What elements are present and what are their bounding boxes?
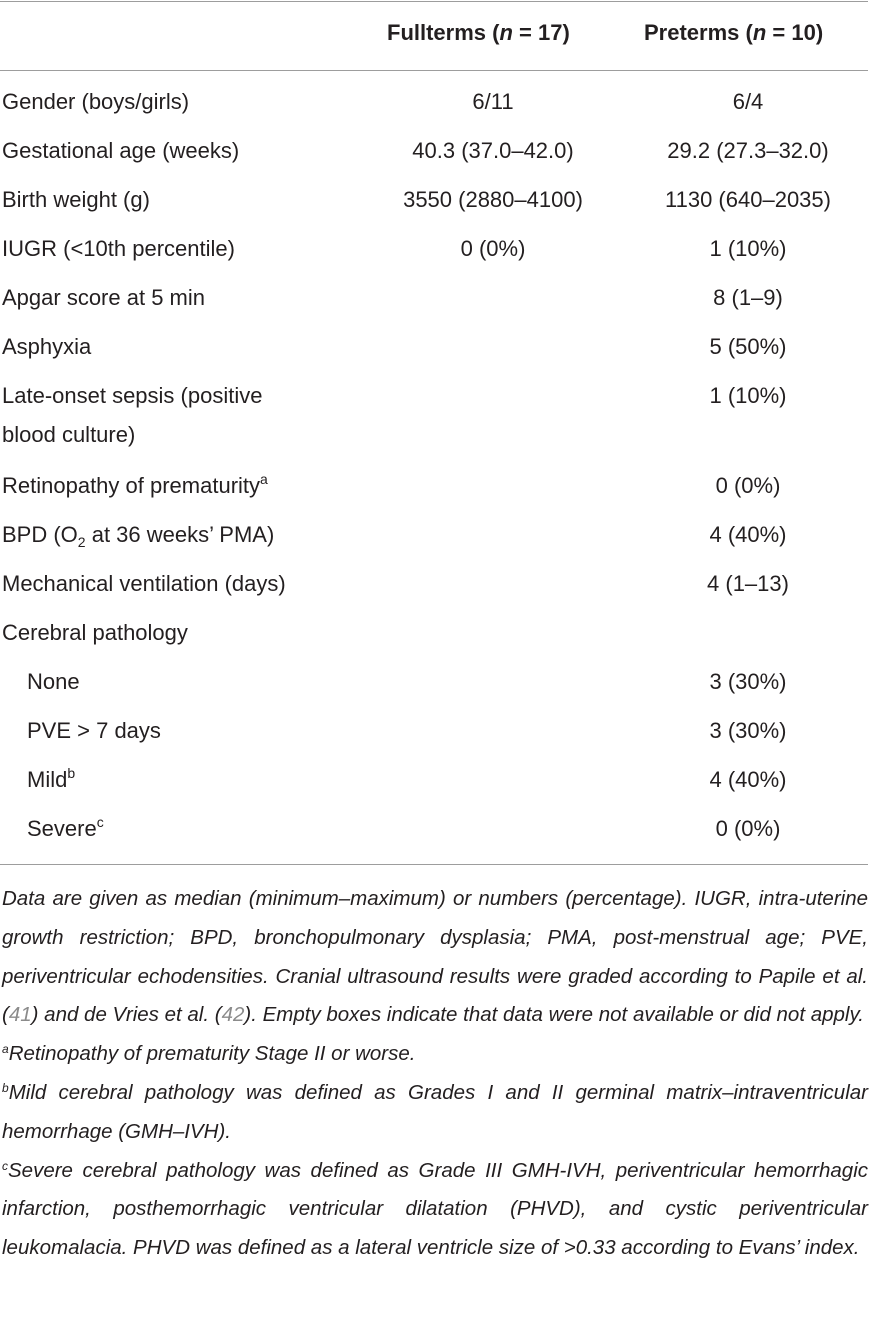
preterm-value: 3 (30%) [709, 669, 787, 694]
preterm-value: 4 (1–13) [707, 571, 789, 596]
table-row: IUGR (<10th percentile) 0 (0%) 1 (10%) [0, 229, 870, 278]
row-label: Birth weight (g) [2, 187, 150, 212]
row-label: Late-onset sepsis (positive blood cultur… [2, 383, 263, 447]
table-row: Birth weight (g) 3550 (2880–4100) 1130 (… [0, 180, 870, 229]
table-row: Cerebral pathology [0, 613, 870, 662]
row-label: Retinopathy of prematuritya [2, 471, 268, 498]
table-row: Gestational age (weeks) 40.3 (37.0–42.0)… [0, 131, 870, 180]
preterm-value: 4 (40%) [709, 767, 787, 792]
row-label: None [27, 669, 80, 694]
row-label: Severec [27, 814, 104, 841]
fullterm-value: 3550 (2880–4100) [403, 187, 583, 212]
table-row: PVE > 7 days 3 (30%) [0, 711, 870, 760]
table-footnotes: Data are given as median (minimum–maximu… [2, 880, 868, 1268]
reference-link-41[interactable]: 41 [8, 1003, 32, 1027]
preterm-value: 4 (40%) [709, 522, 787, 547]
preterm-value: 1130 (640–2035) [665, 187, 831, 212]
fullterm-value: 40.3 (37.0–42.0) [412, 138, 574, 163]
row-label: Mechanical ventilation (days) [2, 571, 286, 596]
row-label: Mildb [27, 765, 76, 792]
reference-link-42[interactable]: 42 [221, 1003, 245, 1027]
table-row: Mildb 4 (40%) [0, 760, 870, 809]
bottom-rule [0, 864, 868, 865]
fullterm-value: 0 (0%) [460, 236, 526, 261]
table-row: Apgar score at 5 min 8 (1–9) [0, 278, 870, 327]
header-rule [0, 70, 868, 71]
footnote-mark: b [67, 765, 76, 781]
table-row: BPD (O2 at 36 weeks’ PMA) 4 (40%) [0, 515, 870, 564]
row-label: IUGR (<10th percentile) [2, 236, 235, 261]
header-fullterms: Fullterms (n = 17) [387, 20, 570, 45]
preterm-value: 3 (30%) [709, 718, 787, 743]
row-label: PVE > 7 days [27, 718, 161, 743]
row-label: BPD (O2 at 36 weeks’ PMA) [2, 522, 275, 550]
footnote-mark: a [260, 471, 268, 487]
table-row: Retinopathy of prematuritya 0 (0%) [0, 466, 870, 515]
row-label: Gestational age (weeks) [2, 138, 240, 163]
table-row: Severec 0 (0%) [0, 809, 870, 858]
fullterm-value: 6/11 [472, 89, 514, 114]
top-rule [0, 1, 868, 2]
preterm-value: 0 (0%) [715, 473, 781, 498]
preterm-value: 0 (0%) [715, 816, 781, 841]
row-label: Asphyxia [2, 334, 92, 359]
table-row: Late-onset sepsis (positive blood cultur… [0, 376, 870, 464]
row-label: Cerebral pathology [2, 620, 188, 645]
footnote-main: Data are given as median (minimum–maximu… [2, 887, 868, 1027]
footnote-b: bMild cerebral pathology was defined as … [2, 1080, 868, 1143]
table-row: None 3 (30%) [0, 662, 870, 711]
footnote-mark: c [96, 814, 104, 830]
footnote-a: aRetinopathy of prematurity Stage II or … [2, 1042, 416, 1066]
preterm-value: 1 (10%) [709, 383, 787, 408]
table-row: Mechanical ventilation (days) 4 (1–13) [0, 564, 870, 613]
preterm-value: 29.2 (27.3–32.0) [667, 138, 829, 163]
table-row: Gender (boys/girls) 6/11 6/4 [0, 82, 870, 131]
preterm-value: 6/4 [732, 89, 764, 114]
row-label: Gender (boys/girls) [2, 89, 190, 114]
table-row: Asphyxia 5 (50%) [0, 327, 870, 376]
preterm-value: 5 (50%) [709, 334, 787, 359]
row-label: Apgar score at 5 min [2, 285, 205, 310]
footnote-c: cSevere cerebral pathology was defined a… [2, 1158, 868, 1260]
preterm-value: 1 (10%) [709, 236, 787, 261]
header-preterms: Preterms (n = 10) [644, 20, 824, 45]
preterm-value: 8 (1–9) [713, 285, 783, 310]
